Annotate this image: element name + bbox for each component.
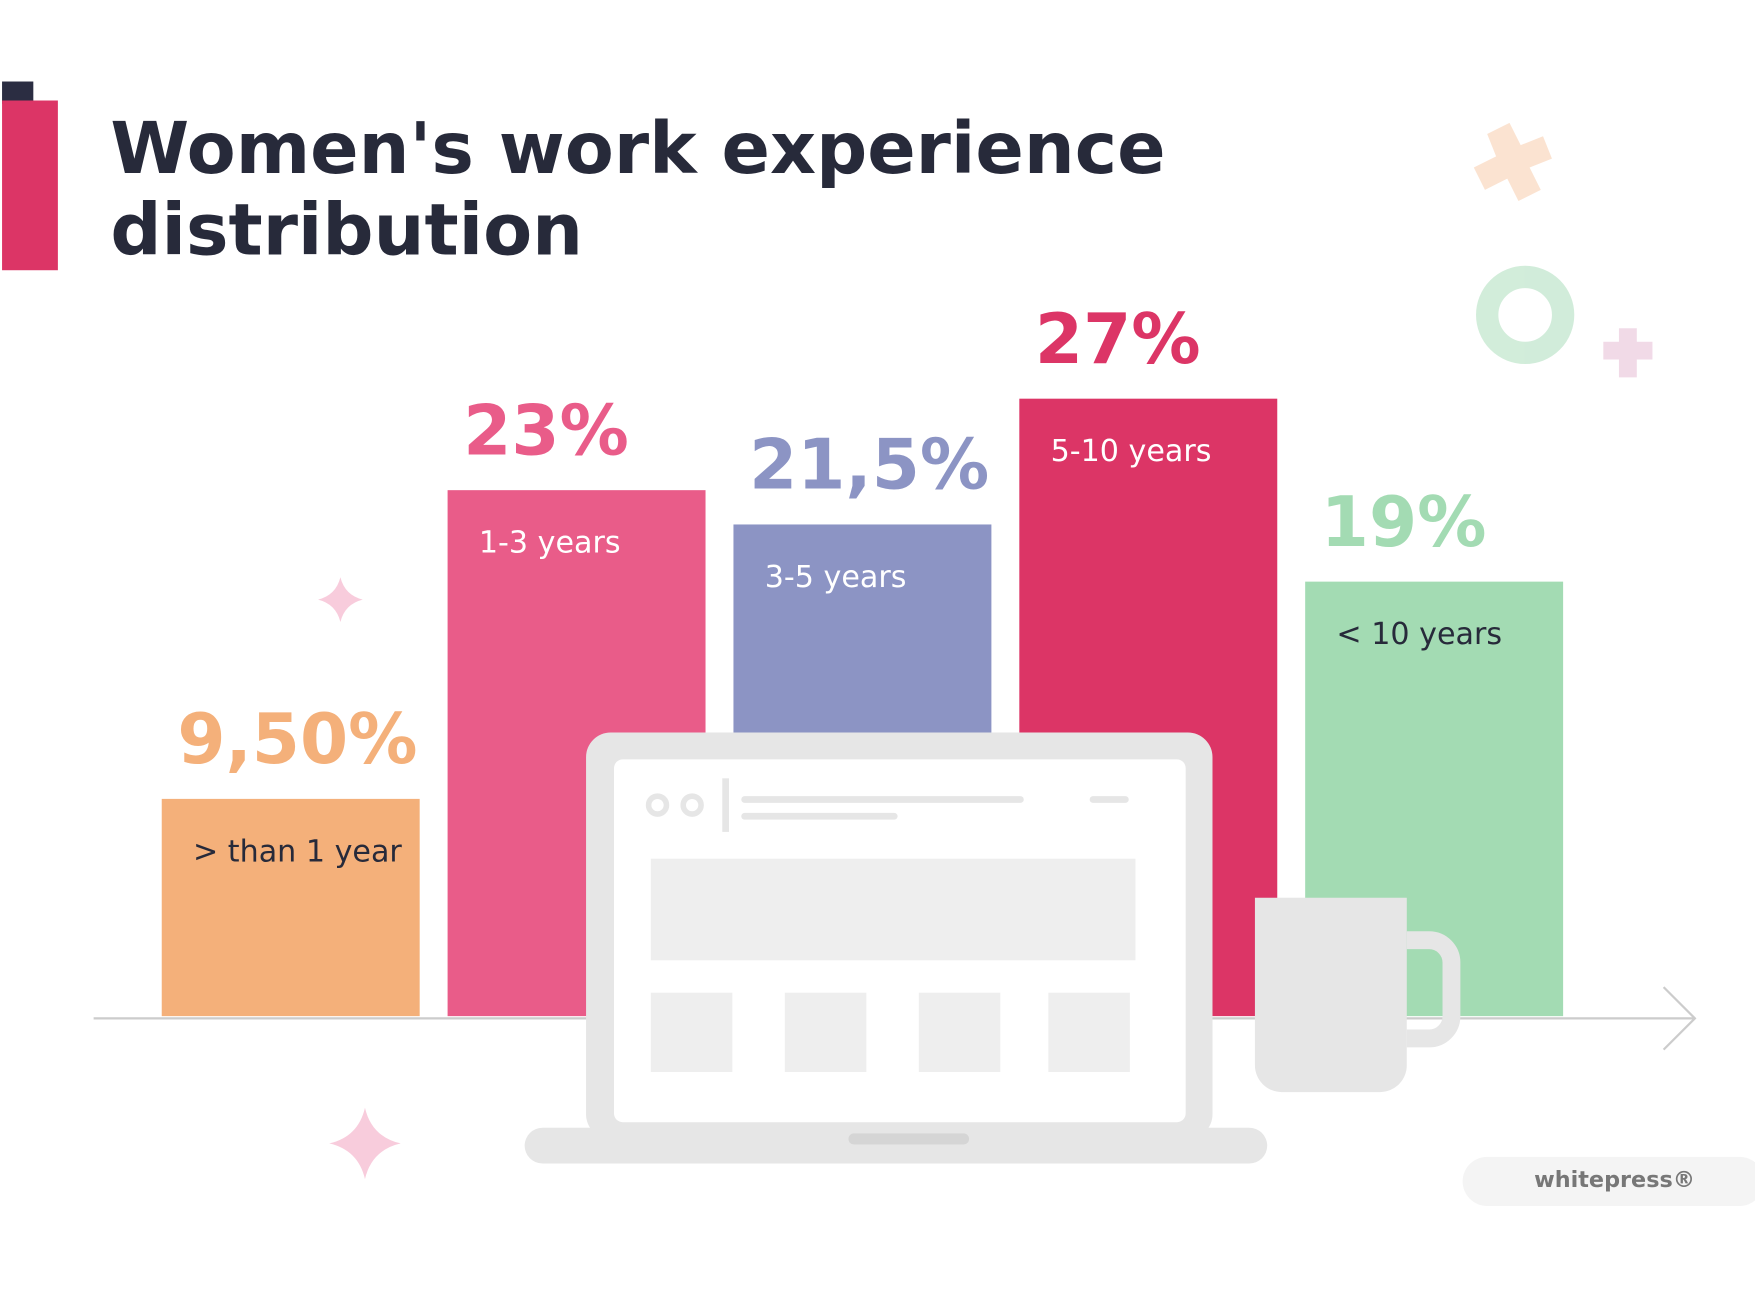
- axis-arrow: [1662, 986, 1697, 1051]
- decor: [2, 100, 58, 271]
- bar: [161, 798, 420, 1017]
- watermark-bg: [1462, 1156, 1755, 1206]
- category-label: 5-10 years: [1051, 434, 1212, 469]
- value-label: 21,5%: [749, 426, 989, 506]
- laptop: [524, 732, 1268, 1164]
- value-label: 9,50%: [177, 700, 417, 780]
- category-label: 1-3 years: [479, 526, 621, 561]
- category-label: > than 1 year: [193, 834, 402, 869]
- value-label: 19%: [1321, 483, 1487, 563]
- watermark: whitepress®: [1534, 1167, 1695, 1193]
- category-label: 3-5 years: [765, 560, 907, 595]
- category-label: < 10 years: [1336, 617, 1502, 652]
- mug: [1254, 897, 1461, 1093]
- decor: [2, 81, 34, 104]
- chart-title: Women's work experience: [110, 107, 1165, 190]
- decor: [318, 122, 1653, 1180]
- value-label: 23%: [463, 391, 629, 471]
- value-label: 27%: [1035, 300, 1201, 380]
- chart-title: distribution: [110, 189, 583, 272]
